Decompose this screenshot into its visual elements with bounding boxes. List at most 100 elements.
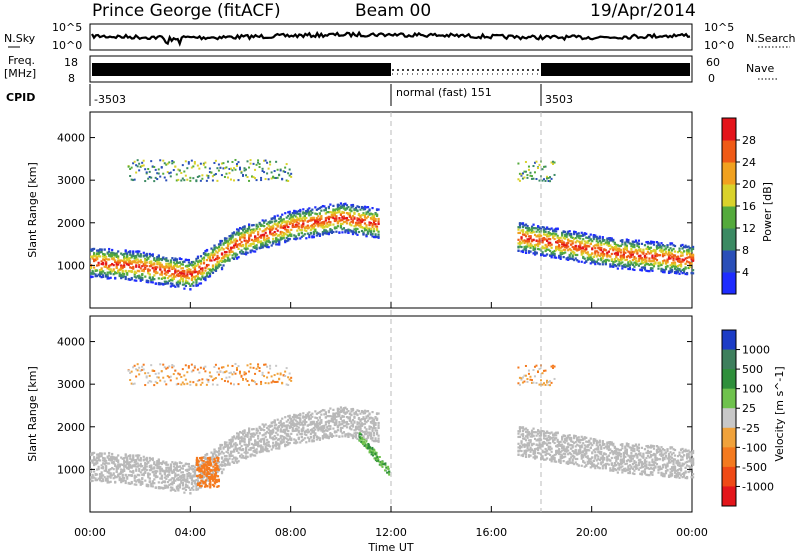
power-cell xyxy=(543,226,546,229)
power-cell xyxy=(254,246,257,250)
velocity-cell xyxy=(145,484,148,488)
power-cell xyxy=(183,260,186,263)
velocity-cell xyxy=(145,459,148,462)
power-cell xyxy=(350,217,353,220)
velocity-cell xyxy=(156,459,159,463)
power-cell xyxy=(552,160,555,163)
power-cell xyxy=(275,238,278,242)
velocity-cell xyxy=(100,471,103,474)
power-cell xyxy=(138,265,141,269)
y-tick-label: 2000 xyxy=(57,217,85,230)
power-cell xyxy=(171,284,174,287)
power-cell xyxy=(595,235,598,239)
power-cell xyxy=(643,258,647,261)
velocity-cell xyxy=(281,424,284,427)
velocity-cell xyxy=(180,476,183,479)
velocity-cell xyxy=(222,460,225,463)
power-cell xyxy=(544,238,547,241)
power-cell xyxy=(556,234,559,238)
power-cell xyxy=(622,248,625,251)
power-cell xyxy=(151,278,154,281)
velocity-cell xyxy=(229,382,232,385)
power-cell xyxy=(600,246,603,250)
velocity-cell xyxy=(147,472,150,475)
power-cell xyxy=(550,233,553,236)
power-cell xyxy=(97,250,100,254)
cpid-row: CPID -3503 normal (fast) 151 3503 xyxy=(6,84,573,106)
power-cell xyxy=(655,245,659,248)
power-cell xyxy=(347,231,350,235)
power-cell xyxy=(621,258,624,261)
velocity-cell xyxy=(126,457,129,460)
power-cell xyxy=(159,273,162,276)
power-cell xyxy=(580,251,583,254)
power-cell xyxy=(204,278,207,282)
power-cell xyxy=(139,165,142,168)
velocity-cell xyxy=(237,432,240,435)
velocity-cell xyxy=(220,472,224,475)
velocity-cell xyxy=(153,462,156,465)
power-cell xyxy=(586,240,589,243)
power-cell xyxy=(201,267,204,270)
power-cell xyxy=(97,261,100,264)
velocity-cell xyxy=(135,375,138,378)
velocity-cell xyxy=(213,456,216,460)
velocity-cell xyxy=(121,479,124,482)
power-cell xyxy=(234,243,237,246)
velocity-cell xyxy=(112,457,115,460)
power-cell xyxy=(672,247,675,251)
power-cell xyxy=(574,244,577,248)
power-cell xyxy=(171,257,174,260)
power-cell xyxy=(240,244,243,248)
velocity-cell xyxy=(138,480,141,483)
power-cell xyxy=(341,231,344,234)
velocity-cell xyxy=(260,440,263,443)
power-cell xyxy=(232,246,236,249)
power-cell xyxy=(124,260,127,263)
power-cell xyxy=(541,241,544,244)
power-cell xyxy=(193,160,196,163)
power-cell xyxy=(135,254,138,258)
power-cell xyxy=(568,234,571,237)
velocity-cell xyxy=(163,366,166,369)
station-title: Prince George (fitACF) xyxy=(92,1,281,21)
velocity-cell xyxy=(222,366,225,369)
velocity-cell xyxy=(222,468,225,471)
power-cell xyxy=(676,267,680,270)
velocity-cell xyxy=(202,367,205,370)
velocity-cell xyxy=(231,450,234,453)
power-cell xyxy=(248,226,251,229)
power-cell xyxy=(529,242,532,245)
power-cell xyxy=(290,216,293,219)
power-cell xyxy=(138,250,141,253)
power-cell xyxy=(210,247,213,250)
velocity-cell xyxy=(296,433,299,436)
power-cell xyxy=(145,264,148,268)
power-cell xyxy=(129,259,132,263)
power-cell xyxy=(601,255,604,258)
velocity-cell xyxy=(97,453,100,456)
velocity-cell xyxy=(248,440,251,443)
power-cell xyxy=(223,260,227,263)
power-cell xyxy=(606,239,609,242)
power-cell xyxy=(636,244,639,247)
power-cell xyxy=(359,220,362,223)
power-cell xyxy=(201,177,204,180)
velocity-cell xyxy=(166,469,169,472)
power-cell xyxy=(201,174,204,177)
nsky-label: N.Sky xyxy=(4,32,36,45)
power-cell xyxy=(527,235,531,238)
power-cell xyxy=(579,237,582,240)
power-cell xyxy=(263,221,266,224)
velocity-cell xyxy=(238,372,241,375)
power-cell xyxy=(365,212,368,215)
power-cell xyxy=(138,270,141,273)
power-cell xyxy=(517,249,520,252)
power-cell xyxy=(294,212,297,215)
power-cell xyxy=(532,245,535,249)
power-cell xyxy=(690,247,693,250)
power-cell xyxy=(231,256,234,260)
power-cell xyxy=(579,234,582,238)
velocity-cell xyxy=(136,454,139,457)
velocity-cell xyxy=(242,378,245,381)
